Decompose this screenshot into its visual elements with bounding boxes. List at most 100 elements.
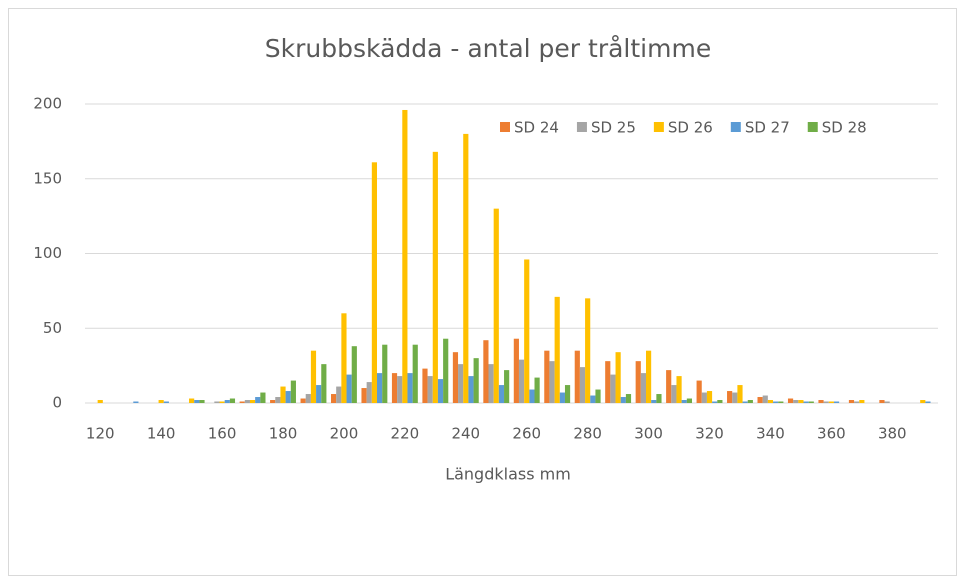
- bar: [925, 401, 931, 403]
- bar: [590, 395, 596, 403]
- legend-label: SD 28: [822, 119, 867, 137]
- bar: [585, 298, 591, 403]
- y-tick-label: 200: [33, 95, 62, 113]
- bar: [778, 401, 784, 403]
- bar: [706, 391, 713, 403]
- legend-swatch: [500, 122, 510, 132]
- bar: [199, 400, 205, 403]
- bar: [696, 380, 702, 403]
- bar: [255, 397, 261, 403]
- bar: [270, 400, 276, 403]
- bar: [727, 391, 733, 403]
- bar: [574, 350, 580, 403]
- legend-swatch: [807, 122, 818, 132]
- bar: [260, 392, 266, 403]
- bar: [163, 401, 169, 403]
- x-tick-label: 160: [208, 425, 237, 443]
- x-tick-label: 340: [756, 425, 785, 443]
- x-axis-label: Längdklass mm: [445, 465, 571, 484]
- chart-frame: [8, 8, 957, 576]
- bar: [808, 401, 814, 403]
- bar: [787, 398, 794, 403]
- bar: [773, 401, 779, 403]
- bar: [579, 367, 586, 403]
- bar: [651, 400, 657, 403]
- x-tick-label: 240: [451, 425, 480, 443]
- bar: [854, 401, 860, 403]
- bar: [595, 389, 601, 403]
- bar: [382, 344, 388, 403]
- bar: [605, 361, 611, 403]
- bar: [717, 400, 723, 403]
- bar: [366, 382, 372, 403]
- bar: [290, 380, 296, 403]
- bar: [330, 394, 337, 403]
- legend-swatch: [730, 122, 741, 132]
- bar: [275, 397, 281, 403]
- bar: [458, 364, 464, 403]
- bar: [483, 340, 489, 403]
- bar: [239, 401, 245, 403]
- bar: [427, 376, 433, 403]
- bar: [432, 151, 438, 403]
- bar: [361, 388, 367, 403]
- bar: [742, 401, 748, 403]
- bar: [534, 377, 540, 403]
- bar: [879, 400, 885, 403]
- bar: [300, 398, 306, 403]
- x-tick-label: 260: [512, 425, 541, 443]
- x-tick-label: 300: [634, 425, 663, 443]
- bar: [833, 401, 840, 403]
- bar: [818, 400, 824, 403]
- bar: [757, 397, 763, 403]
- bar: [737, 385, 743, 403]
- bar: [859, 400, 865, 403]
- x-tick-label: 200: [330, 425, 359, 443]
- bar: [214, 401, 220, 403]
- bar: [488, 364, 494, 403]
- y-tick-label: 0: [52, 394, 62, 412]
- bar: [564, 385, 571, 403]
- bar: [798, 400, 804, 403]
- bar: [620, 397, 626, 403]
- bar: [351, 346, 357, 403]
- bar: [686, 398, 693, 403]
- bar: [701, 392, 707, 403]
- bar: [229, 398, 236, 403]
- x-tick-label: 280: [573, 425, 602, 443]
- legend-swatch: [653, 122, 664, 132]
- bar: [412, 344, 418, 403]
- bar: [513, 338, 519, 403]
- x-tick-label: 120: [86, 425, 115, 443]
- bar: [544, 350, 550, 403]
- bar: [645, 350, 652, 403]
- bar: [249, 400, 256, 403]
- legend-label: SD 27: [745, 119, 790, 137]
- bar: [371, 162, 378, 403]
- x-tick-label: 220: [391, 425, 420, 443]
- bar: [341, 313, 347, 403]
- bar: [671, 385, 677, 403]
- bar: [463, 133, 469, 403]
- bar: [666, 370, 672, 403]
- bar: [635, 361, 641, 403]
- chart-title: Skrubbskädda - antal per tråltimme: [265, 34, 711, 63]
- bar: [473, 358, 479, 403]
- bar: [793, 400, 799, 403]
- bar: [285, 391, 291, 403]
- bar: [504, 370, 510, 403]
- bar: [336, 386, 342, 403]
- bar: [219, 401, 225, 403]
- bar: [747, 400, 753, 403]
- bar: [305, 394, 311, 403]
- bar: [391, 373, 398, 403]
- bar: [554, 296, 560, 403]
- legend-swatch: [576, 122, 587, 132]
- y-tick-label: 150: [33, 169, 62, 187]
- bar: [97, 400, 103, 403]
- bar: [615, 352, 621, 403]
- bar: [920, 400, 926, 403]
- x-tick-label: 140: [147, 425, 176, 443]
- bar: [884, 401, 890, 403]
- bar: [452, 352, 459, 403]
